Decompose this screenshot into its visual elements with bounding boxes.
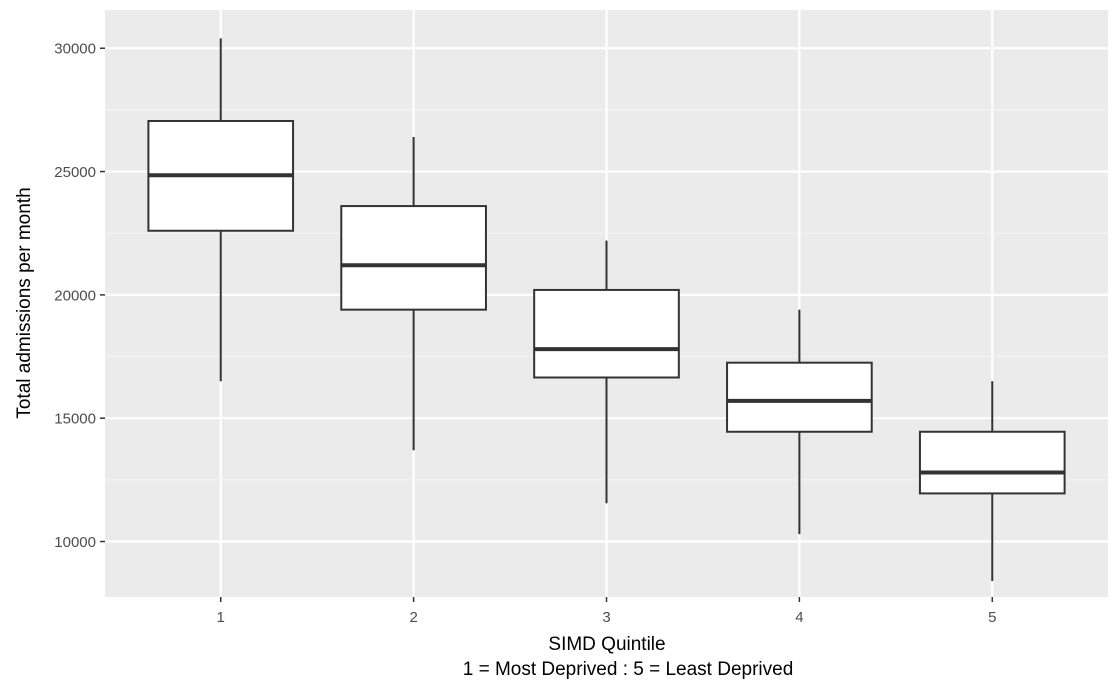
y-axis-ticks: 10000 15000 20000 25000 30000 [54, 41, 105, 551]
y-tick-label: 10000 [54, 534, 96, 551]
x-tick-label: 4 [795, 609, 803, 626]
x-axis-subtitle: 1 = Most Deprived : 5 = Least Deprived [463, 659, 794, 680]
box-series [147, 38, 1066, 581]
box-iqr [340, 205, 487, 311]
box-5 [918, 381, 1066, 581]
y-tick-label: 20000 [54, 287, 96, 304]
y-tick-label: 25000 [54, 164, 96, 181]
x-axis-title: SIMD Quintile [548, 634, 665, 655]
x-tick-label: 3 [602, 609, 610, 626]
y-tick-label: 30000 [54, 41, 96, 58]
y-axis-title: Total admissions per month [14, 187, 35, 418]
y-tick-label: 15000 [54, 411, 96, 428]
box-1 [147, 38, 295, 382]
box-iqr [533, 288, 680, 379]
box-4 [726, 309, 873, 535]
box-iqr [918, 430, 1066, 495]
box-3 [533, 240, 680, 504]
box-2 [340, 137, 487, 451]
x-tick-label: 2 [409, 609, 417, 626]
box-iqr [726, 361, 873, 433]
x-tick-label: 1 [217, 609, 225, 626]
x-axis-ticks: 1 2 3 4 5 [217, 597, 996, 626]
x-tick-label: 5 [988, 609, 996, 626]
